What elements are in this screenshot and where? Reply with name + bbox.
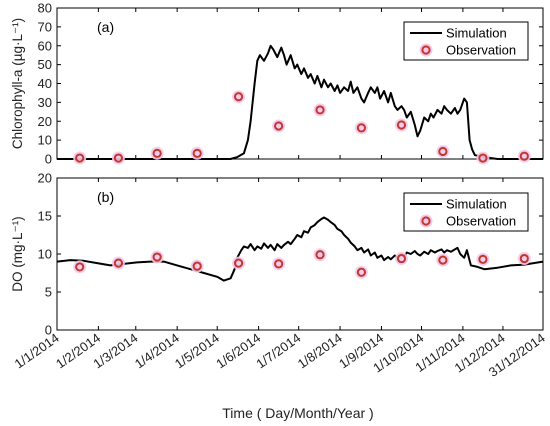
y-axis-label: Chlorophyll-a (µg·L⁻¹) (10, 18, 25, 149)
observation-point (274, 121, 284, 131)
panel-a: 0 10 20 30 40 50 60 70 80 Chlorophyll-a (µg·L⁻¹) (… (10, 1, 544, 167)
y-tick-label: 60 (38, 38, 52, 53)
observation-point (113, 153, 124, 163)
observation-point (438, 255, 448, 265)
x-tick-label: 1/7/2014 (253, 330, 303, 371)
x-axis: 1/1/20141/2/20141/3/20141/4/20141/5/2014… (12, 330, 548, 421)
observation-point (519, 151, 529, 161)
panel-label: (a) (97, 19, 114, 35)
legend-marker-observation (421, 216, 431, 226)
observation-point (75, 262, 85, 272)
y-tick-label: 30 (38, 95, 52, 110)
y-axis-label: DO (mg·L⁻¹) (10, 216, 25, 291)
legend-label-observation: Observation (446, 43, 516, 58)
observation-point (113, 258, 124, 268)
observation-point (519, 253, 529, 264)
observation-point (233, 92, 244, 102)
observation-point (356, 267, 367, 277)
y-tick-label: 70 (38, 19, 52, 34)
observation-point (315, 105, 325, 115)
x-tick-label: 1/5/2014 (172, 330, 222, 371)
legend-label-observation: Observation (446, 214, 516, 229)
x-tick-label: 1/4/2014 (132, 330, 182, 371)
observation-point (396, 120, 407, 130)
observation-point (192, 148, 202, 158)
x-tick-label: 1/8/2014 (295, 330, 345, 371)
series-line-simulation (57, 44, 543, 160)
observation-point (438, 146, 448, 157)
observation-point (478, 254, 488, 264)
observation-point (315, 250, 325, 260)
observation-point (75, 153, 85, 163)
panel-b: 0 5 10 15 20 DO (mg·L⁻¹) (b) Simulation Observat… (10, 171, 544, 338)
y-tick-label: 40 (38, 76, 52, 91)
y-tick-label: 80 (38, 1, 52, 16)
y-tick-label: 10 (38, 133, 52, 148)
x-tick-label: 1/1/2014 (12, 330, 62, 371)
legend-label-simulation: Simulation (446, 26, 507, 41)
legend: Simulation Observation (403, 192, 529, 232)
y-tick-label: 20 (38, 114, 52, 129)
y-tick-label: 10 (38, 247, 52, 262)
y-tick-label: 5 (45, 285, 52, 300)
legend-label-simulation: Simulation (446, 197, 507, 212)
y-tick-label: 0 (45, 152, 52, 167)
panel-label: (b) (97, 189, 114, 205)
x-tick-label: 1/6/2014 (213, 330, 263, 371)
observation-point (192, 261, 202, 271)
y-tick-label: 20 (38, 171, 52, 186)
observation-point (152, 148, 162, 158)
y-tick-label: 15 (38, 209, 52, 224)
legend-marker-observation (421, 45, 431, 55)
observation-point (274, 259, 284, 269)
x-axis-label: Time ( Day/Month/Year ) (222, 405, 373, 421)
observation-point (152, 252, 162, 262)
observation-point (356, 123, 367, 133)
observation-point (396, 253, 407, 264)
y-tick-label: 50 (38, 57, 52, 72)
legend: Simulation Observation (403, 21, 529, 61)
y-tick-label: 0 (45, 323, 52, 338)
observation-point (478, 153, 488, 163)
observation-point (233, 258, 244, 268)
